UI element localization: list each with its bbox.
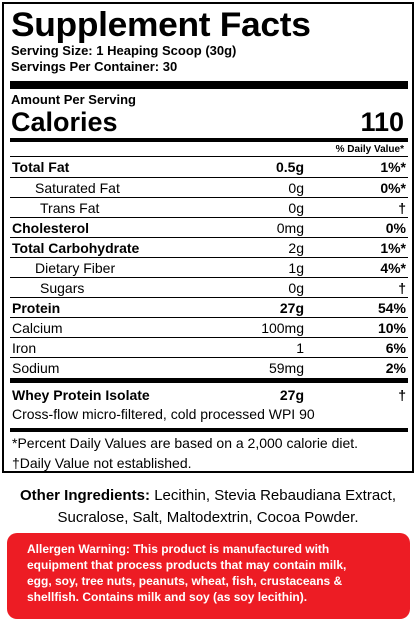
nutrient-row: Total Fat 0.5g 1%*: [10, 157, 408, 177]
allergen-line: equipment that process products that may…: [27, 558, 347, 572]
other-ingredients-text: Lecithin, Stevia Rebaudiana Extract,: [154, 487, 396, 504]
thick-divider: [10, 378, 408, 383]
divider: [10, 237, 408, 238]
whey-amount: 27g: [279, 387, 304, 403]
nutrient-dv: 1%*: [380, 240, 406, 256]
nutrient-amount: 0.5g: [275, 159, 304, 175]
serving-size: Serving Size: 1 Heaping Scoop (30g): [11, 43, 237, 58]
nutrient-name: Sugars: [40, 280, 85, 296]
nutrient-row: Sugars 0g †: [10, 278, 408, 298]
nutrient-name: Total Fat: [12, 159, 70, 175]
nutrient-amount: 0g: [288, 280, 304, 296]
footnote-dagger: †Daily Value not established.: [12, 455, 192, 471]
nutrient-dv: 0%: [385, 220, 406, 236]
nutrient-dv: †: [398, 200, 406, 216]
other-ingredients-label: Other Ingredients:: [20, 487, 151, 504]
nutrient-row: Trans Fat 0g †: [10, 198, 408, 218]
nutrient-dv: 6%: [385, 340, 406, 356]
whey-row: Whey Protein Isolate 27g †: [10, 385, 408, 405]
nutrient-amount: 2g: [288, 240, 304, 256]
nutrient-row: Cholesterol 0mg 0%: [10, 218, 408, 238]
nutrient-name: Total Carbohydrate: [12, 240, 140, 256]
nutrient-amount: 1: [296, 340, 304, 356]
supplement-facts-panel: Supplement Facts Serving Size: 1 Heaping…: [2, 2, 414, 473]
nutrient-row: Calcium 100mg 10%: [10, 318, 408, 338]
whey-note: Cross-flow micro-filtered, cold processe…: [12, 406, 315, 422]
nutrient-amount: 59mg: [268, 360, 304, 376]
nutrient-name: Sodium: [12, 360, 60, 376]
divider: [10, 297, 408, 298]
nutrient-dv: 4%*: [380, 260, 406, 276]
nutrient-name: Cholesterol: [12, 220, 90, 236]
divider: [10, 337, 408, 338]
panel-title: Supplement Facts: [11, 6, 311, 44]
nutrient-dv: †: [398, 280, 406, 296]
nutrient-row: Iron 1 6%: [10, 338, 408, 358]
nutrient-amount: 0g: [288, 200, 304, 216]
nutrient-name: Saturated Fat: [35, 180, 120, 196]
allergen-warning: Allergen Warning: This product is manufa…: [7, 533, 410, 619]
thick-divider: [10, 428, 408, 432]
divider: [10, 257, 408, 258]
divider: [10, 277, 408, 278]
thick-divider: [10, 81, 408, 89]
divider: [10, 177, 408, 178]
nutrient-dv: 1%*: [380, 159, 406, 175]
nutrient-name: Protein: [12, 300, 61, 316]
divider: [10, 357, 408, 358]
servings-per-container: Servings Per Container: 30: [11, 59, 178, 74]
daily-value-header: % Daily Value*: [335, 144, 404, 155]
allergen-line: egg, soy, tree nuts, peanuts, wheat, fis…: [27, 574, 343, 588]
nutrient-amount: 100mg: [261, 320, 304, 336]
other-ingredients: Other Ingredients: Lecithin, Stevia Reba…: [0, 485, 416, 529]
nutrient-dv: 0%*: [380, 180, 406, 196]
divider: [10, 197, 408, 198]
nutrient-row: Total Carbohydrate 2g 1%*: [10, 238, 408, 258]
whey-dv: †: [398, 387, 406, 403]
nutrient-name: Trans Fat: [40, 200, 100, 216]
nutrient-amount: 1g: [288, 260, 304, 276]
divider: [10, 217, 408, 218]
nutrient-name: Dietary Fiber: [35, 260, 116, 276]
other-ingredients-text: Sucralose, Salt, Maltodextrin, Cocoa Pow…: [57, 509, 359, 526]
nutrient-amount: 27g: [279, 300, 304, 316]
divider: [10, 156, 408, 157]
nutrient-row: Saturated Fat 0g 0%*: [10, 178, 408, 198]
calories-label: Calories: [11, 107, 118, 137]
allergen-line: Allergen Warning: This product is manufa…: [27, 542, 330, 556]
whey-name: Whey Protein Isolate: [12, 387, 150, 403]
medium-divider: [10, 138, 408, 142]
nutrient-row: Dietary Fiber 1g 4%*: [10, 258, 408, 278]
nutrient-row: Sodium 59mg 2%: [10, 358, 408, 378]
nutrient-row: Protein 27g 54%: [10, 298, 408, 318]
amount-per-serving: Amount Per Serving: [11, 92, 136, 107]
calories-value: 110: [360, 107, 404, 137]
nutrient-name: Calcium: [12, 320, 63, 336]
divider: [10, 317, 408, 318]
nutrient-amount: 0g: [288, 180, 304, 196]
nutrient-name: Iron: [12, 340, 37, 356]
nutrient-dv: 2%: [385, 360, 406, 376]
nutrient-dv: 10%: [377, 320, 406, 336]
nutrient-amount: 0mg: [276, 220, 304, 236]
footnote-daily-value: *Percent Daily Values are based on a 2,0…: [12, 435, 359, 451]
nutrient-dv: 54%: [377, 300, 406, 316]
allergen-line: shellfish. Contains milk and soy (as soy…: [27, 590, 308, 604]
